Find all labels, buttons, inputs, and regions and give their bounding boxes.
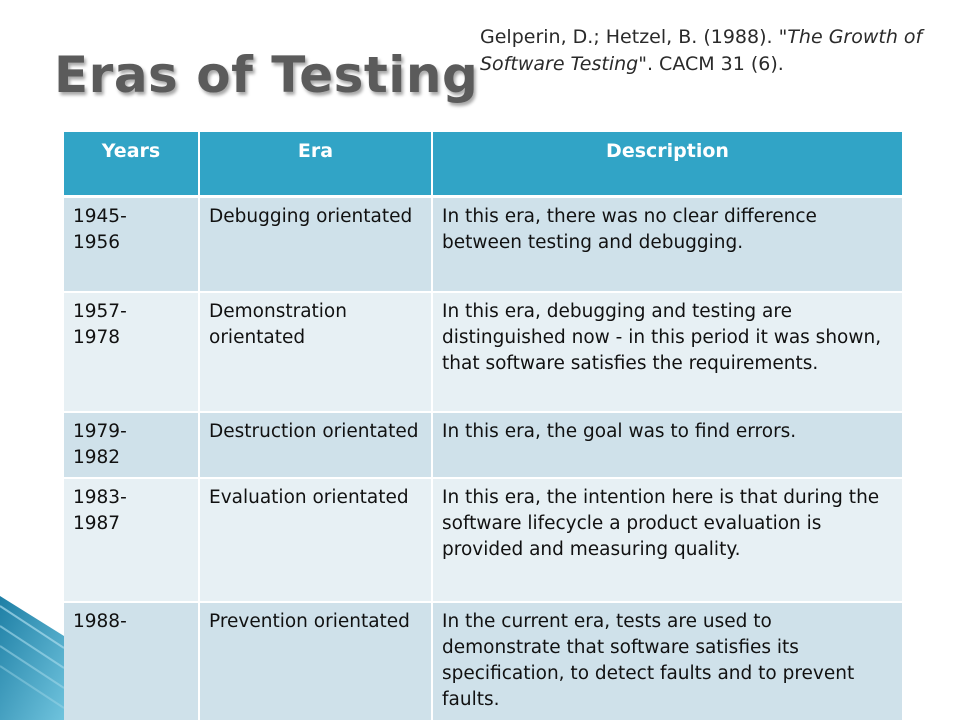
table-row: 1983- 1987 Evaluation orientated In this… xyxy=(64,479,902,603)
cell-description: In this era, there was no clear differen… xyxy=(433,198,902,293)
cell-description: In the current era, tests are used to de… xyxy=(433,603,902,720)
cell-years: 1988- xyxy=(64,603,200,720)
citation: Gelperin, D.; Hetzel, B. (1988). "The Gr… xyxy=(480,24,940,78)
table-row: 1945- 1956 Debugging orientated In this … xyxy=(64,198,902,293)
header-years: Years xyxy=(64,132,200,198)
table-row: 1988- Prevention orientated In the curre… xyxy=(64,603,902,720)
cell-era: Demonstration orientated xyxy=(200,293,433,413)
cell-era: Destruction orientated xyxy=(200,413,433,479)
header-description: Description xyxy=(433,132,902,198)
cell-description: In this era, the goal was to find errors… xyxy=(433,413,902,479)
header-era: Era xyxy=(200,132,433,198)
eras-table: Years Era Description 1945- 1956 Debuggi… xyxy=(64,132,902,720)
cell-years: 1945- 1956 xyxy=(64,198,200,293)
cell-years: 1979- 1982 xyxy=(64,413,200,479)
cell-years: 1957- 1978 xyxy=(64,293,200,413)
table-row: 1957- 1978 Demonstration orientated In t… xyxy=(64,293,902,413)
cell-era: Evaluation orientated xyxy=(200,479,433,603)
cell-era: Debugging orientated xyxy=(200,198,433,293)
cell-description: In this era, debugging and testing are d… xyxy=(433,293,902,413)
citation-prefix: Gelperin, D.; Hetzel, B. (1988). " xyxy=(480,26,788,48)
cell-era: Prevention orientated xyxy=(200,603,433,720)
table-header-row: Years Era Description xyxy=(64,132,902,198)
slide-title: Eras of Testing xyxy=(54,46,479,104)
citation-title: The Growth of Software Testing xyxy=(480,26,923,75)
citation-suffix: ". CACM 31 (6). xyxy=(638,53,784,75)
table-row: 1979- 1982 Destruction orientated In thi… xyxy=(64,413,902,479)
cell-years: 1983- 1987 xyxy=(64,479,200,603)
cell-description: In this era, the intention here is that … xyxy=(433,479,902,603)
corner-decoration xyxy=(0,596,64,720)
